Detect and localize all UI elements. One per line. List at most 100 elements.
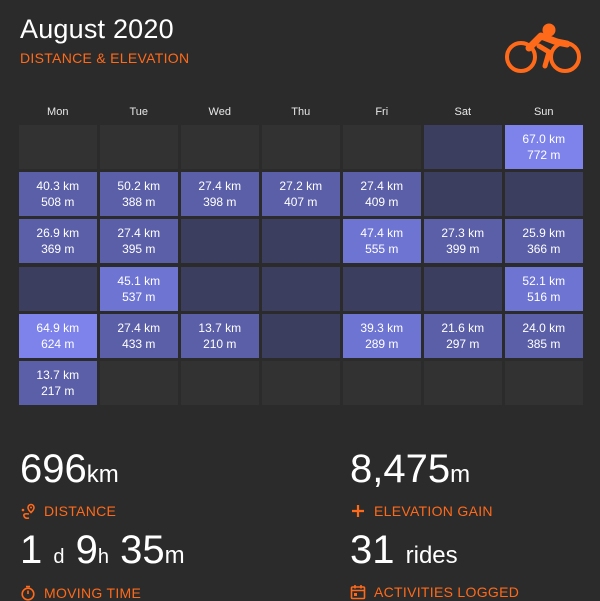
- weekday-label: Mon: [47, 106, 69, 118]
- calendar-cell-ride-day: 50.2 km 388 m: [100, 172, 178, 217]
- ride-distance: 67.0 km: [522, 132, 566, 146]
- calendar-cell-outside-month: [19, 125, 97, 169]
- activities-value: 31: [350, 528, 395, 572]
- ride-distance: 27.4 km: [360, 179, 404, 194]
- ride-elevation: 297 m: [446, 336, 480, 351]
- calendar-cell-rest-day: [181, 266, 259, 311]
- elevation-unit: m: [450, 461, 471, 488]
- calendar-grid: 67.0 km 772 m 40.3 km 508 m 50.2 km 388 m 27.4…: [19, 125, 583, 405]
- calendar-cell-outside-month: [181, 360, 259, 405]
- calendar-cell-rest-day: [343, 266, 421, 311]
- calendar-cell-ride-day: 13.7 km 217 m: [19, 360, 97, 405]
- ride-distance: 13.7 km: [198, 320, 242, 335]
- calendar-cell-ride-day: 67.0 km 772 m: [505, 125, 583, 169]
- calendar-cell-outside-month: [181, 125, 259, 169]
- ride-elevation: 409 m: [365, 195, 399, 210]
- calendar-cell-ride-day: 21.6 km 297 m: [424, 313, 502, 358]
- ride-distance: 39.3 km: [360, 320, 404, 335]
- ride-elevation: 385 m: [527, 336, 561, 351]
- calendar-cell-outside-month: [100, 125, 178, 169]
- calendar-cell-rest-day: [424, 172, 502, 217]
- calendar-cell-rest-day: [424, 125, 502, 169]
- page-subtitle: DISTANCE & ELEVATION: [20, 50, 190, 66]
- cyclist-icon: [505, 23, 581, 73]
- ride-distance: 47.4 km: [360, 226, 404, 241]
- weekday-label: Sun: [533, 106, 554, 118]
- page-title: August 2020: [20, 14, 174, 44]
- ride-elevation: 398 m: [203, 195, 237, 210]
- ride-distance: 50.2 km: [117, 179, 161, 194]
- moving-time-days-unit: d: [53, 546, 65, 568]
- ride-elevation: 399 m: [446, 242, 480, 257]
- ride-distance: 27.4 km: [198, 179, 242, 194]
- calendar-cell-rest-day: [424, 266, 502, 311]
- ride-distance: 27.4 km: [117, 226, 161, 241]
- ride-elevation: 516 m: [527, 289, 561, 304]
- ride-elevation: 210 m: [203, 336, 237, 351]
- calendar-cell-outside-month: [343, 125, 421, 169]
- calendar-cell-ride-day: 27.4 km 409 m: [343, 172, 421, 217]
- ride-distance: 52.1 km: [522, 273, 566, 288]
- ride-distance: 64.9 km: [36, 320, 80, 335]
- activities-stat: 31 rides ACTIVITIES LOGGED: [350, 530, 519, 600]
- route-pin-icon: [21, 503, 35, 519]
- calendar-cell-outside-month: [343, 360, 421, 405]
- moving-time-hours-unit: h: [97, 546, 109, 568]
- moving-time-days: 1: [20, 528, 43, 572]
- weekday-label: Sat: [454, 106, 471, 118]
- weekday-label: Thu: [291, 106, 311, 118]
- distance-unit: km: [86, 461, 119, 488]
- weekday-label: Tue: [129, 106, 149, 118]
- moving-time-hours: 9: [75, 528, 98, 572]
- activities-label: ACTIVITIES LOGGED: [374, 584, 520, 600]
- ride-elevation: 388 m: [122, 195, 156, 210]
- calendar-cell-ride-day: 27.4 km 398 m: [181, 172, 259, 217]
- weekday-label: Fri: [375, 106, 389, 118]
- calendar-cell-ride-day: 40.3 km 508 m: [19, 172, 97, 217]
- distance-value: 696: [20, 447, 87, 491]
- calendar-cell-outside-month: [424, 360, 502, 405]
- calendar-cell-ride-day: 47.4 km 555 m: [343, 219, 421, 264]
- elevation-stat: 8,475m ELEVATION GAIN: [350, 449, 493, 519]
- stopwatch-icon: [21, 585, 35, 601]
- ride-distance: 40.3 km: [36, 179, 80, 194]
- ride-distance: 13.7 km: [36, 367, 80, 382]
- calendar-cell-ride-day: 64.9 km 624 m: [19, 313, 97, 358]
- distance-stat: 696km DISTANCE: [20, 449, 119, 519]
- calendar-cell-rest-day: [262, 313, 340, 358]
- distance-label: DISTANCE: [44, 503, 117, 519]
- calendar-cell-ride-day: 13.7 km 210 m: [181, 313, 259, 358]
- moving-time-label: MOVING TIME: [44, 585, 142, 601]
- activities-unit: rides: [405, 542, 458, 569]
- ride-elevation: 508 m: [41, 195, 75, 210]
- plus-icon: [352, 505, 364, 517]
- ride-distance: 45.1 km: [117, 273, 161, 288]
- ride-elevation: 395 m: [122, 242, 156, 257]
- moving-time-minutes: 35: [120, 528, 165, 572]
- weekday-header: Mon Tue Wed Thu Fri Sat Sun: [19, 106, 582, 122]
- calendar-cell-ride-day: 52.1 km 516 m: [505, 266, 583, 311]
- calendar-cell-ride-day: 24.0 km 385 m: [505, 313, 583, 358]
- ride-elevation: 366 m: [527, 242, 561, 257]
- calendar-cell-ride-day: 26.9 km 369 m: [19, 219, 97, 264]
- ride-distance: 26.9 km: [36, 226, 80, 241]
- moving-time-minutes-unit: m: [164, 542, 185, 569]
- ride-elevation: 369 m: [41, 242, 75, 257]
- weekday-label: Wed: [208, 106, 231, 118]
- ride-elevation: 217 m: [41, 383, 75, 398]
- calendar-cell-ride-day: 27.2 km 407 m: [262, 172, 340, 217]
- ride-elevation: 407 m: [284, 195, 318, 210]
- calendar-cell-outside-month: [100, 360, 178, 405]
- calendar-cell-rest-day: [505, 172, 583, 217]
- calendar-cell-outside-month: [262, 125, 340, 169]
- calendar-cell-rest-day: [181, 219, 259, 264]
- ride-distance: 27.4 km: [117, 320, 161, 335]
- calendar-cell-rest-day: [262, 266, 340, 311]
- ride-distance: 27.2 km: [279, 179, 323, 194]
- ride-elevation: 537 m: [122, 289, 156, 304]
- ride-distance: 25.9 km: [522, 226, 566, 241]
- elevation-value: 8,475: [350, 447, 451, 491]
- calendar-cell-rest-day: [262, 219, 340, 264]
- ride-elevation: 433 m: [122, 336, 156, 351]
- calendar-cell-outside-month: [505, 360, 583, 405]
